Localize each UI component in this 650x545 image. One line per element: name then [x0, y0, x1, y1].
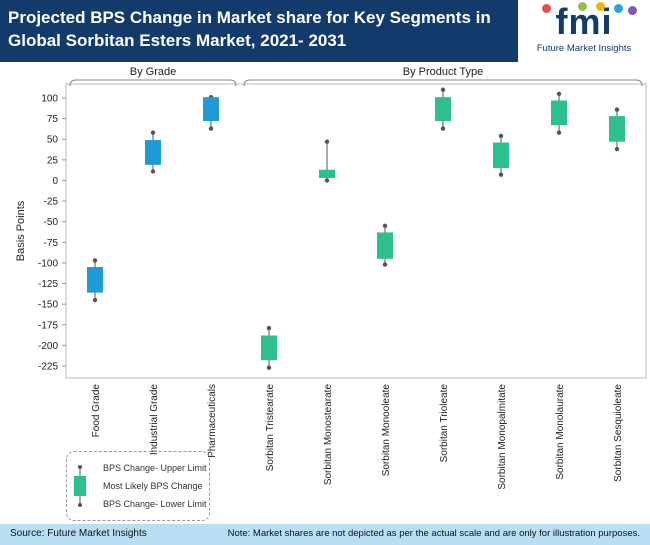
lower-limit-point: [208, 126, 214, 131]
lower-limit-point: [382, 262, 388, 267]
logo-dot-yellow: [596, 2, 605, 11]
y-tick-label: -200: [38, 341, 58, 352]
legend: BPS Change- Upper Limit Most Likely BPS …: [66, 451, 210, 521]
lower-limit-point: [266, 365, 272, 370]
likely-range-box: [609, 116, 625, 142]
upper-limit-point: [324, 139, 330, 144]
logo-dot-purple: [628, 6, 637, 15]
logo-dot-red: [542, 4, 551, 13]
y-tick-label: -225: [38, 362, 58, 373]
chart-title: Projected BPS Change in Market share for…: [8, 8, 491, 50]
footer-bar: Source: Future Market Insights Note: Mar…: [0, 524, 650, 545]
lower-limit-point: [150, 169, 156, 174]
upper-limit-point: [614, 107, 620, 112]
upper-limit-point: [556, 91, 562, 97]
header-banner: Projected BPS Change in Market share for…: [0, 0, 650, 62]
plot-frame: [65, 83, 647, 379]
y-tick-label: -175: [38, 320, 58, 331]
likely-range-box: [87, 267, 103, 293]
y-tick-label: 100: [41, 94, 58, 105]
lower-limit-point: [614, 146, 620, 152]
y-tick-label: 25: [47, 155, 59, 166]
legend-lower-label: BPS Change- Lower Limit: [103, 499, 207, 509]
y-tick-label: -25: [44, 197, 59, 208]
likely-range-box: [435, 97, 451, 122]
x-category-label: Industrial Grade: [149, 384, 160, 456]
y-tick-label: -75: [44, 238, 59, 249]
x-category-label: Food Grade: [91, 384, 102, 438]
group-label: By Grade: [130, 66, 176, 78]
upper-limit-point: [266, 325, 272, 331]
lower-limit-point: [498, 172, 504, 177]
upper-limit-point: [150, 130, 156, 135]
x-category-label: Sorbitan Monostearate: [323, 384, 334, 486]
x-category-label: Sorbitan Tristearate: [265, 384, 276, 472]
y-tick-label: 50: [47, 135, 59, 146]
legend-likely-label: Most Likely BPS Change: [103, 481, 203, 491]
lower-limit-point: [440, 126, 446, 131]
upper-limit-point: [498, 133, 504, 139]
legend-symbol: [74, 465, 86, 507]
group-label: By Product Type: [403, 66, 484, 78]
logo-subtitle: Future Market Insights: [536, 43, 632, 54]
y-axis-label: Basis Points: [15, 200, 27, 261]
fmi-logo: fmi Future Market Insights: [518, 0, 650, 62]
group-bracket: [69, 79, 237, 87]
logo-dot-blue: [614, 4, 623, 13]
y-tick-label: -100: [38, 258, 58, 269]
likely-range-box: [145, 140, 161, 165]
y-tick-label: -50: [44, 217, 59, 228]
lower-limit-point: [92, 297, 98, 303]
x-category-label: Sorbitan Trioleate: [439, 384, 450, 463]
source-text: Source: Future Market Insights: [10, 528, 147, 539]
likely-range-box: [551, 100, 567, 126]
likely-range-box: [261, 335, 277, 361]
x-category-label: Sorbitan Monolaurate: [555, 384, 566, 480]
likely-range-box: [319, 169, 335, 178]
box-chart: 100 75 50 25 0 -25 -50 -75 -100 -125 -150 -175 -200 -…: [15, 66, 647, 490]
y-tick-label: 75: [47, 114, 59, 125]
likely-range-box: [493, 142, 509, 169]
upper-limit-point: [92, 258, 98, 263]
group-bracket: [243, 79, 643, 87]
likely-range-box: [377, 232, 393, 259]
y-tick-label: -150: [38, 300, 58, 311]
likely-range-box: [203, 97, 219, 122]
legend-upper-label: BPS Change- Upper Limit: [103, 463, 207, 473]
x-category-label: Pharmaceuticals: [207, 384, 218, 458]
x-category-label: Sorbitan Monopalmitate: [497, 384, 508, 490]
x-category-label: Sorbitan Sesquioleate: [613, 384, 624, 482]
y-tick-label: 0: [52, 176, 58, 187]
logo-dot-green: [578, 2, 587, 11]
lower-limit-point: [556, 130, 562, 135]
upper-limit-point: [382, 223, 388, 229]
lower-limit-point: [324, 178, 330, 183]
y-tick-label: -125: [38, 279, 58, 290]
x-category-label: Sorbitan Monooleate: [381, 384, 392, 477]
upper-limit-point: [440, 87, 446, 92]
footnote-text: Note: Market shares are not depicted as …: [227, 528, 640, 539]
